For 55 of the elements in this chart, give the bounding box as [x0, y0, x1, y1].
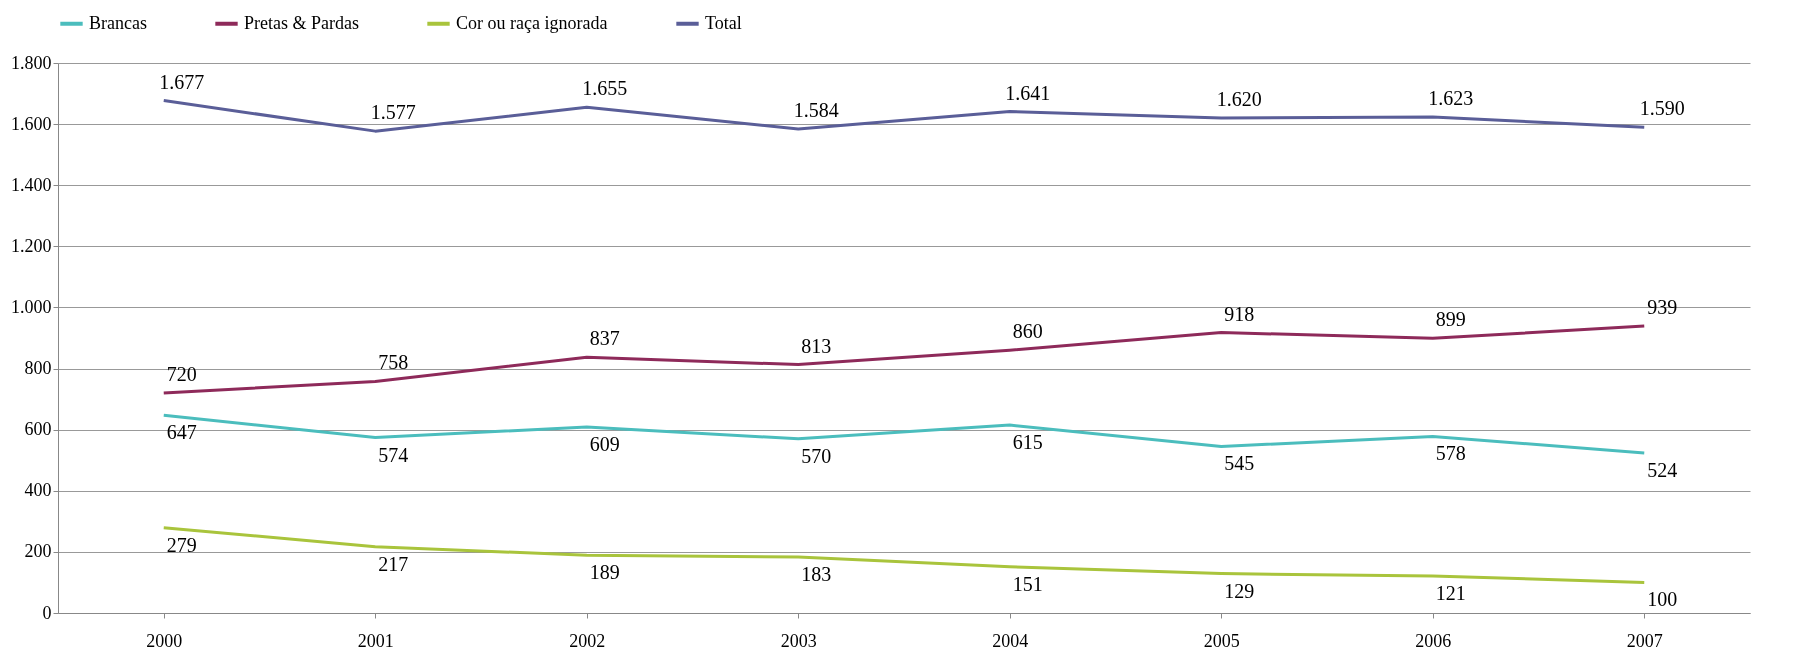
- y-tick-label: 400: [24, 480, 52, 501]
- data-label: 189: [589, 561, 620, 584]
- data-label: 570: [801, 444, 832, 467]
- data-label: 899: [1435, 308, 1466, 331]
- x-tick-label: 2006: [1415, 630, 1452, 651]
- data-label: 574: [378, 443, 409, 466]
- data-label: 545: [1224, 452, 1255, 475]
- y-tick-label: 200: [24, 541, 52, 562]
- data-label: 183: [801, 563, 832, 586]
- data-label: 1.590: [1639, 97, 1685, 120]
- data-label: 151: [1012, 572, 1043, 595]
- x-tick-label: 2004: [992, 630, 1029, 651]
- data-label: 1.620: [1216, 88, 1262, 110]
- legend-label: Cor ou raça ignorada: [456, 12, 608, 33]
- x-tick-label: 2000: [146, 630, 183, 651]
- data-label: 1.623: [1428, 87, 1474, 110]
- data-label: 524: [1647, 458, 1678, 481]
- x-tick-label: 2005: [1203, 630, 1240, 651]
- x-tick-label: 2007: [1626, 630, 1663, 651]
- y-tick-label: 800: [24, 358, 52, 379]
- data-label: 1.584: [793, 99, 839, 121]
- x-tick-label: 2002: [569, 630, 606, 651]
- x-tick-label: 2003: [780, 630, 817, 651]
- data-label: 720: [166, 363, 197, 385]
- y-tick-label: 1.400: [11, 174, 52, 195]
- data-label: 1.677: [159, 70, 205, 93]
- data-label: 813: [801, 334, 832, 357]
- y-tick-label: 0: [42, 602, 52, 623]
- legend-label: Pretas & Pardas: [244, 12, 359, 33]
- data-label: 939: [1647, 296, 1678, 319]
- legend-label: Brancas: [89, 12, 147, 33]
- data-label: 129: [1224, 579, 1255, 602]
- y-tick-label: 1.600: [11, 113, 52, 134]
- data-label: 1.641: [1005, 81, 1051, 104]
- data-label: 121: [1435, 582, 1466, 605]
- data-label: 647: [166, 421, 197, 444]
- y-tick-label: 1.800: [11, 52, 52, 73]
- data-label: 279: [166, 533, 197, 556]
- data-label: 860: [1012, 320, 1043, 343]
- y-tick-label: 1.000: [11, 296, 52, 317]
- data-label: 615: [1012, 431, 1043, 454]
- data-label: 609: [589, 432, 620, 455]
- line-series: [162, 324, 1646, 395]
- data-label: 758: [378, 351, 409, 374]
- data-label: 1.577: [370, 101, 416, 124]
- data-label: 217: [378, 552, 409, 575]
- data-label: 837: [589, 327, 620, 350]
- data-label: 578: [1435, 442, 1466, 465]
- x-tick-label: 2001: [357, 630, 394, 651]
- data-label: 1.655: [582, 77, 628, 100]
- legend-label: Total: [705, 12, 742, 33]
- data-label: 918: [1224, 302, 1255, 325]
- y-tick-label: 600: [24, 419, 52, 440]
- data-label: 100: [1647, 588, 1678, 611]
- y-tick-label: 1.200: [11, 235, 52, 256]
